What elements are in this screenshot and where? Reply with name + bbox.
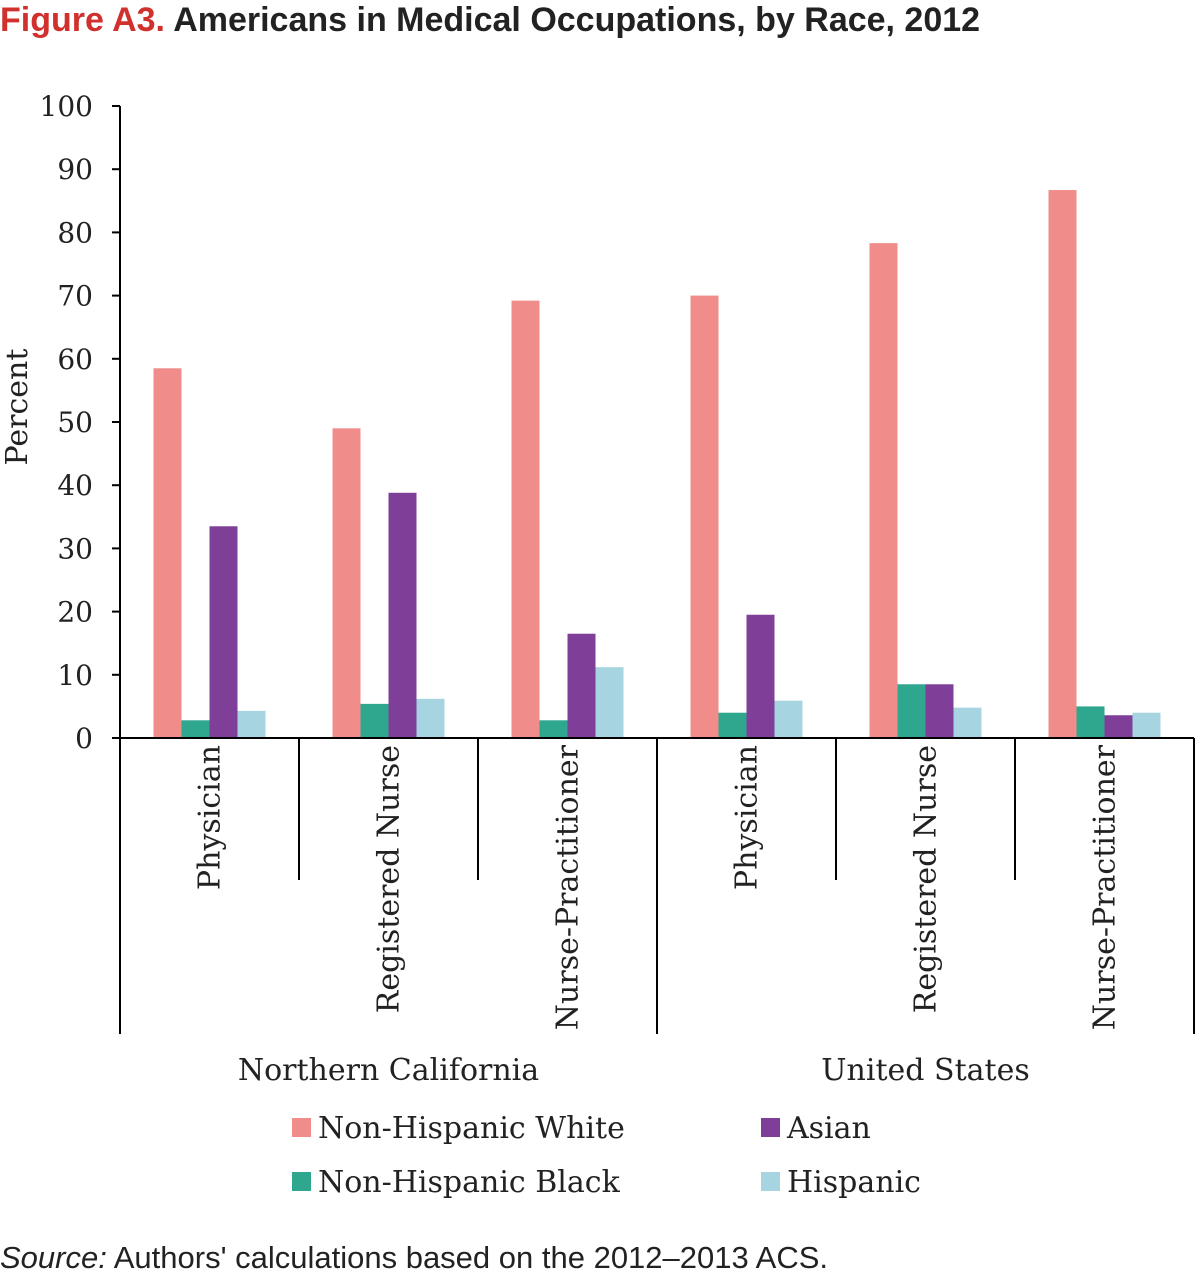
figure-title: Figure A3. Americans in Medical Occupati… [0, 0, 980, 40]
legend: Non-Hispanic White Asian Non-Hispanic Blac… [292, 1111, 921, 1200]
bar [388, 492, 417, 738]
figure-title-text: Americans in Medical Occupations, by Rac… [173, 1, 981, 39]
bar [1076, 706, 1105, 738]
bar [1048, 190, 1077, 738]
legend-swatch [761, 1118, 780, 1137]
bar [416, 698, 445, 738]
y-tick-label: 80 [57, 216, 93, 249]
bar [237, 710, 266, 738]
source-label: Source: [0, 1240, 107, 1275]
legend-label: Non-Hispanic Black [318, 1165, 621, 1200]
figure-label: Figure A3. [0, 1, 165, 39]
bar [746, 614, 775, 738]
legend-swatch [292, 1172, 311, 1191]
y-tick-label: 30 [57, 532, 93, 565]
bar [511, 300, 540, 738]
category-label: Registered Nurse [372, 745, 407, 1013]
bar [332, 428, 361, 738]
group-label: United States [821, 1053, 1029, 1088]
bar [774, 700, 803, 738]
plot-area: 0 10 20 30 40 50 60 70 80 90 100 Physician Registere… [40, 90, 1195, 1088]
y-tick-label: 100 [40, 90, 93, 123]
bar [181, 720, 210, 738]
legend-label: Asian [786, 1111, 871, 1146]
bar [539, 720, 568, 738]
bar [360, 703, 389, 738]
bar [153, 368, 182, 738]
legend-label: Non-Hispanic White [318, 1111, 625, 1146]
source-note: Source: Authors' calculations based on t… [0, 1240, 828, 1276]
bar [953, 707, 982, 738]
bar [1104, 715, 1133, 738]
bar [897, 684, 926, 738]
category-label: Nurse-Practitioner [1088, 744, 1123, 1030]
bar [690, 295, 719, 738]
category-label: Registered Nurse [909, 745, 944, 1013]
source-text: Authors' calculations based on the 2012–… [106, 1240, 829, 1275]
category-label: Physician [193, 745, 228, 890]
y-tick-label: 90 [57, 153, 93, 186]
bar [595, 667, 624, 738]
bar [869, 243, 898, 739]
y-tick-label: 40 [57, 469, 93, 502]
y-tick-label: 60 [57, 343, 93, 376]
legend-label: Hispanic [787, 1165, 921, 1200]
y-tick-label: 10 [57, 659, 93, 692]
bar [209, 526, 238, 738]
y-axis-label: Percent [0, 349, 35, 466]
legend-swatch [292, 1118, 311, 1137]
bar [718, 712, 747, 738]
category-label: Physician [730, 745, 765, 890]
y-tick-label: 70 [57, 280, 93, 313]
bar [1132, 712, 1161, 738]
bar [567, 633, 596, 738]
y-tick-label: 50 [57, 406, 93, 439]
bar [925, 684, 954, 738]
category-label: Nurse-Practitioner [551, 744, 586, 1030]
legend-swatch [761, 1172, 780, 1191]
y-tick-label: 20 [57, 596, 93, 629]
y-tick-label: 0 [75, 722, 93, 755]
bar-chart: 0 10 20 30 40 50 60 70 80 90 100 Physician Registere… [0, 90, 1195, 1200]
group-label: Northern California [238, 1053, 539, 1088]
